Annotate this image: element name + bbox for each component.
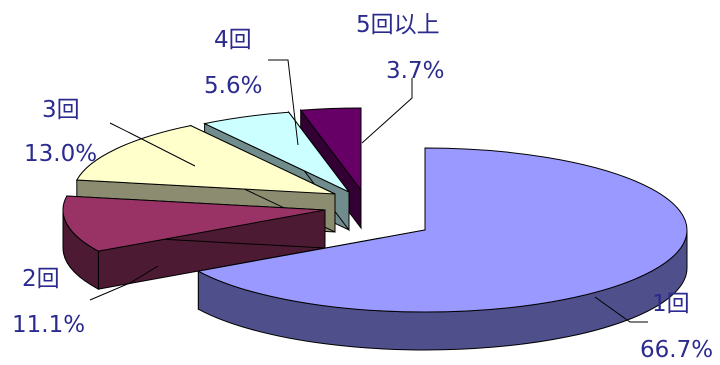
leader-line-3 (109, 122, 196, 167)
leader-line-5 (361, 78, 413, 144)
slice-label-3-percent: 13.0% (24, 141, 97, 167)
leader-line-1 (594, 296, 648, 323)
pie-slices (62, 107, 688, 351)
pie-slice-3-top (75, 125, 336, 195)
slice-label-2-category: 2回 (22, 266, 60, 292)
slice-label-4-percent: 5.6% (204, 73, 262, 99)
slice-label-5-percent: 3.7% (386, 58, 444, 84)
slice-label-1-percent: 66.7% (640, 337, 713, 363)
leader-line-4 (268, 59, 299, 146)
pie-slice-2-top (62, 195, 326, 252)
slice-label-2-percent: 11.1% (12, 312, 85, 338)
slice-label-3-category: 3回 (42, 97, 80, 123)
pie-slice-4-top (203, 111, 350, 193)
slice-labels: 1回 66.7% 2回 11.1% 3回 13.0% 4回 5.6% 5回以上 … (12, 12, 713, 363)
slice-label-4-category: 4回 (214, 27, 252, 53)
pie-slice-5-top (299, 107, 362, 192)
pie-slice-2 (62, 195, 326, 290)
pie-slice-1-top (196, 147, 688, 313)
leader-lines (89, 59, 648, 323)
leader-line-2 (89, 265, 159, 301)
slice-label-5-category: 5回以上 (356, 12, 440, 38)
slice-label-1-category: 1回 (652, 291, 690, 317)
pie-slice-1 (196, 147, 688, 351)
